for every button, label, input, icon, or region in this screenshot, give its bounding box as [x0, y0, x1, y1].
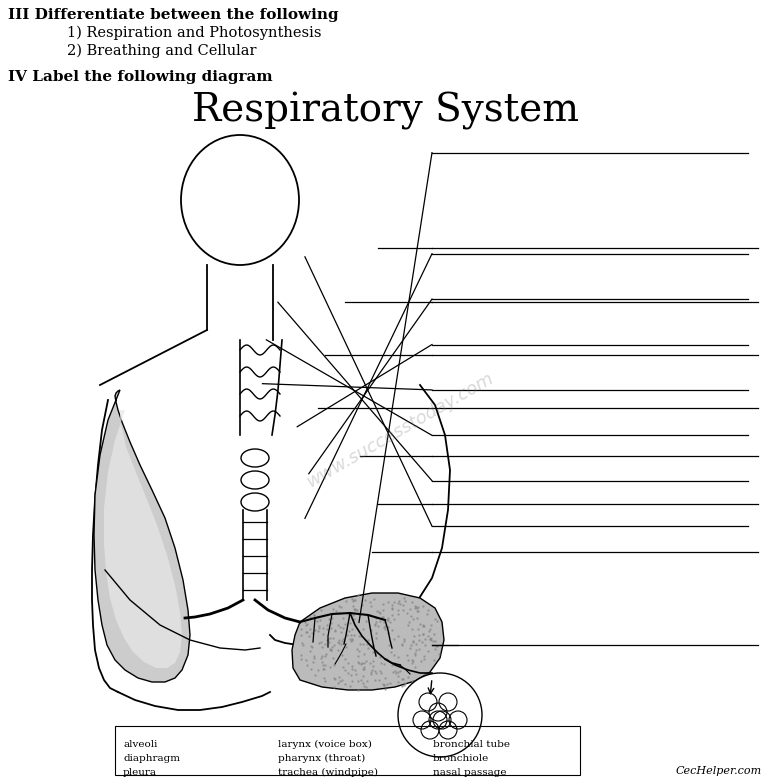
Text: bronchiole: bronchiole — [433, 754, 489, 763]
Circle shape — [398, 673, 482, 757]
Text: pleura: pleura — [123, 768, 157, 777]
Text: 2) Breathing and Cellular: 2) Breathing and Cellular — [30, 44, 256, 59]
Text: diaphragm: diaphragm — [123, 754, 180, 763]
Text: trachea (windpipe): trachea (windpipe) — [278, 768, 378, 777]
Text: nasal passage: nasal passage — [433, 768, 506, 777]
Text: CecHelper.com: CecHelper.com — [676, 766, 762, 776]
Polygon shape — [292, 593, 444, 690]
Text: 1) Respiration and Photosynthesis: 1) Respiration and Photosynthesis — [30, 26, 321, 41]
Bar — [115, 726, 580, 775]
Text: pharynx (throat): pharynx (throat) — [278, 754, 365, 763]
Ellipse shape — [241, 471, 269, 489]
Text: www.successtoday.com: www.successtoday.com — [303, 369, 496, 491]
Ellipse shape — [241, 449, 269, 467]
Text: larynx (voice box): larynx (voice box) — [278, 740, 372, 749]
Text: III Differentiate between the following: III Differentiate between the following — [8, 8, 339, 22]
Text: IV Label the following diagram: IV Label the following diagram — [8, 70, 273, 84]
Polygon shape — [104, 410, 182, 668]
Text: alveoli: alveoli — [123, 740, 157, 749]
Polygon shape — [94, 390, 190, 682]
Text: Respiratory System: Respiratory System — [192, 92, 580, 130]
Ellipse shape — [241, 493, 269, 511]
Text: bronchial tube: bronchial tube — [433, 740, 510, 749]
